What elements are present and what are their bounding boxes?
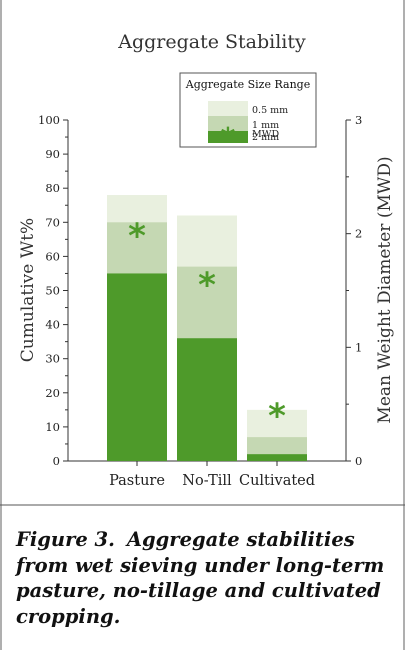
y-tick-label: 80 <box>45 181 60 195</box>
y2-tick-label: 1 <box>355 340 362 354</box>
mwd-marker: * <box>268 396 286 436</box>
mwd-markers: * * * <box>128 217 286 437</box>
mwd-marker: * <box>128 217 146 257</box>
legend-swatch <box>208 131 248 143</box>
legend-swatch <box>208 116 248 131</box>
bar-2-mm-pasture <box>107 273 167 461</box>
y2-tick-label: 3 <box>355 113 362 127</box>
chart-title: Aggregate Stability <box>117 31 306 53</box>
y2-tick-label: 0 <box>355 454 362 468</box>
y-tick-label: 50 <box>45 284 60 298</box>
caption-label: Figure 3. <box>16 528 115 551</box>
y-axis-label: Cumulative Wt% <box>18 218 38 362</box>
figure-caption: Figure 3. Aggregate stabilities from wet … <box>16 527 401 629</box>
legend-label: 0.5 mm <box>252 105 288 116</box>
legend-title: Aggregate Size Range <box>185 78 310 91</box>
x-tick-labels: Pasture No-Till Cultivated <box>109 461 315 489</box>
y-tick-label: 90 <box>45 147 60 161</box>
legend-swatch <box>208 101 248 116</box>
x-tick-label: No-Till <box>182 473 232 489</box>
legend-label: 2 mm <box>252 132 279 143</box>
bar-2-mm-cultivated <box>247 454 307 461</box>
y-tick-label: 10 <box>45 420 60 434</box>
legend-mwd-marker: * <box>221 121 236 154</box>
bar-2-mm-no-till <box>177 338 237 461</box>
y-tick-label: 100 <box>38 113 60 127</box>
left-axis: 0 10 20 30 40 50 60 70 80 90 100 <box>38 113 346 468</box>
y-tick-label: 30 <box>45 352 60 366</box>
bars <box>107 195 307 461</box>
y-tick-label: 60 <box>45 249 60 263</box>
y-tick-label: 20 <box>45 386 60 400</box>
legend-label: 1 mm <box>252 120 279 131</box>
right-axis: 0 1 2 3 <box>345 113 362 468</box>
y-tick-label: 0 <box>53 454 60 468</box>
y-tick-label: 40 <box>45 318 60 332</box>
x-tick-label: Cultivated <box>239 473 315 489</box>
mwd-marker: * <box>198 266 216 306</box>
y-tick-label: 70 <box>45 215 60 229</box>
legend-items: 0.5 mm 1 mm2 mm * MWD <box>208 101 288 154</box>
x-tick-label: Pasture <box>109 473 165 489</box>
caption-text: Aggregate stabilities from wet sieving u… <box>16 528 385 628</box>
legend-label-mwd: MWD <box>252 129 279 140</box>
y2-tick-label: 2 <box>355 227 362 241</box>
y2-axis-label: Mean Weight Diameter (MWD) <box>375 156 395 423</box>
legend: Aggregate Size Range 0.5 mm 1 mm2 mm * MWD <box>179 72 317 154</box>
